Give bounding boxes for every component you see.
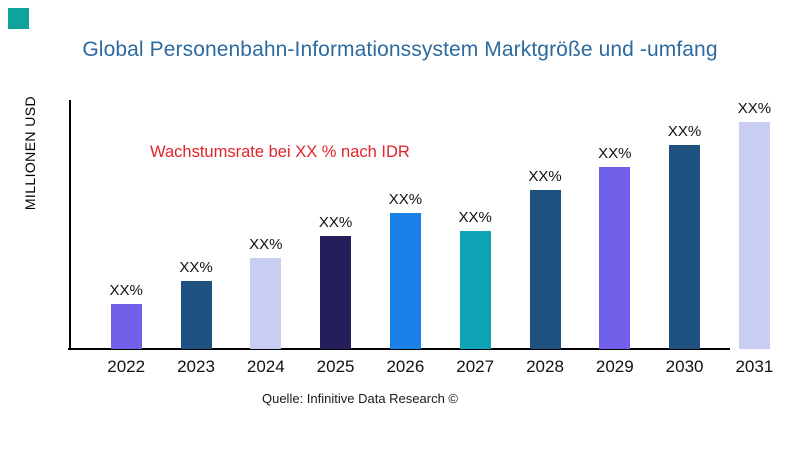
x-tick-label: 2023 [177,357,215,376]
x-tick-label: 2029 [595,357,634,376]
y-axis-label: MILLIONEN USD [22,96,38,211]
bar [320,235,352,349]
bar-value-label: XX% [598,145,632,163]
x-tick-label: 2031 [735,357,774,376]
y-axis-line [69,100,71,349]
bar-value-label: XX% [249,236,283,254]
bar [389,212,421,349]
bar-value-label: XX% [109,281,143,299]
bar [529,190,561,349]
x-tick-label: 2024 [246,357,285,376]
bar [669,144,701,349]
x-tick-label: 2022 [107,357,146,376]
source-attribution: Quelle: Infinitive Data Research © [261,391,458,406]
x-tick-label: 2028 [526,357,564,376]
x-tick-label: 2025 [316,357,355,376]
x-axis-line [68,348,730,350]
bar-value-label: XX% [388,190,423,208]
bar [110,303,142,349]
brand-logo-square [8,8,29,29]
bar [738,122,770,349]
chart-title: Global Personenbahn-Informationssystem M… [82,38,718,61]
bar-value-label: XX% [318,213,353,231]
bar-value-label: XX% [737,100,772,117]
x-tick-label: 2026 [386,357,425,376]
bar-value-label: XX% [179,258,213,276]
growth-rate-annotation: Wachstumsrate bei XX % nach IDR [150,143,410,161]
plot-area: XX% 2022 XX% 2023 XX% 2024 XX% 2025 XX% 2026 XX% 20… [68,100,780,376]
bar [180,280,212,349]
x-tick-label: 2030 [665,357,704,376]
bar [250,258,282,349]
bar-value-label: XX% [458,208,492,226]
x-tick-label: 2027 [456,357,495,376]
bar-value-label: XX% [528,168,562,186]
bar [599,167,631,349]
bar [459,230,491,349]
bar-value-label: XX% [667,122,702,140]
